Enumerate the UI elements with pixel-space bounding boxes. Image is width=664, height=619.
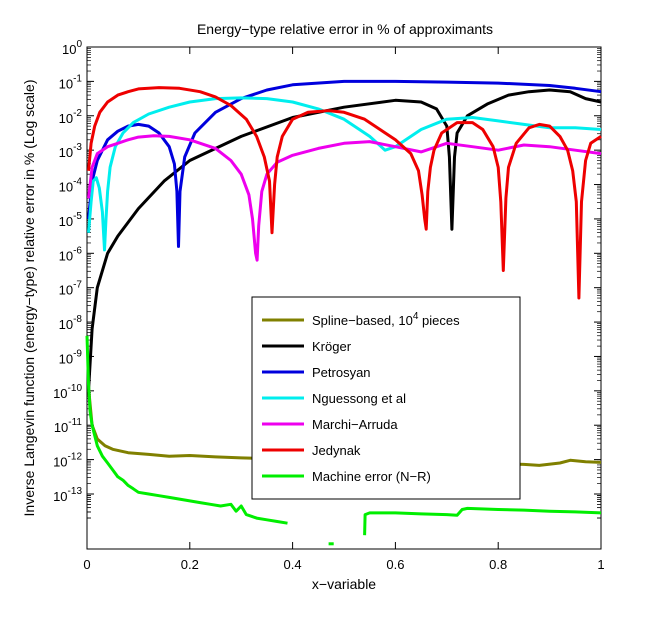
series-line-machine-error-n-r bbox=[85, 335, 288, 525]
x-axis: 0 0.2 0.4 0.6 0.8 1 bbox=[83, 47, 605, 572]
x-tick-label: 0.8 bbox=[489, 557, 507, 572]
x-tick-label: 0.4 bbox=[284, 557, 302, 572]
legend-label: Kröger bbox=[312, 339, 352, 354]
y-tick-label: 10-2 bbox=[59, 108, 83, 126]
y-tick-label: 100 bbox=[62, 39, 82, 57]
series-line-marchi-arruda bbox=[87, 134, 602, 262]
y-tick-label: 10-1 bbox=[59, 73, 83, 91]
y-tick-label: 10-3 bbox=[59, 142, 83, 160]
series-lines bbox=[85, 79, 602, 546]
series-line-machine-error-n-r bbox=[363, 506, 602, 536]
legend-label: Machine error (N−R) bbox=[312, 469, 431, 484]
plot-area: 100 10-1 10-2 10-3 10-4 10-5 10-6 10-7 10-8 10-9 1… bbox=[53, 39, 605, 572]
x-tick-label: 0.2 bbox=[181, 557, 199, 572]
y-tick-label: 10-11 bbox=[54, 417, 83, 435]
series-line-nguessong-et-al bbox=[87, 96, 602, 252]
y-tick-label: 10-5 bbox=[59, 211, 83, 229]
y-tick-label: 10-10 bbox=[53, 383, 82, 401]
y-axis-label: Inverse Langevin function (energy−type) … bbox=[21, 80, 37, 517]
x-tick-label: 1 bbox=[597, 557, 604, 572]
legend-label: Marchi−Arruda bbox=[312, 417, 398, 432]
series-line-jedynak bbox=[87, 86, 602, 300]
y-tick-label: 10-13 bbox=[53, 486, 82, 504]
y-tick-label: 10-9 bbox=[59, 348, 83, 366]
chart-title: Energy−type relative error in % of appro… bbox=[197, 21, 493, 37]
series-line-kr-ger bbox=[87, 88, 602, 391]
series-line-petrosyan bbox=[87, 79, 602, 248]
legend-label: Petrosyan bbox=[312, 365, 371, 380]
legend-label: Spline−based, 104 pieces bbox=[312, 311, 460, 328]
x-tick-label: 0 bbox=[83, 557, 90, 572]
y-tick-label: 10-8 bbox=[59, 314, 83, 332]
x-axis-label: x−variable bbox=[312, 576, 376, 592]
legend-label: Nguessong et al bbox=[312, 391, 406, 406]
legend: Spline−based, 104 pieces Kröger Petrosyan N… bbox=[251, 296, 521, 500]
y-tick-label: 10-4 bbox=[59, 177, 83, 195]
x-tick-label: 0.6 bbox=[386, 557, 404, 572]
legend-label: Jedynak bbox=[312, 443, 361, 458]
y-tick-label: 10-7 bbox=[59, 280, 83, 298]
y-tick-label: 10-6 bbox=[59, 245, 83, 263]
y-tick-label: 10-12 bbox=[53, 452, 82, 470]
